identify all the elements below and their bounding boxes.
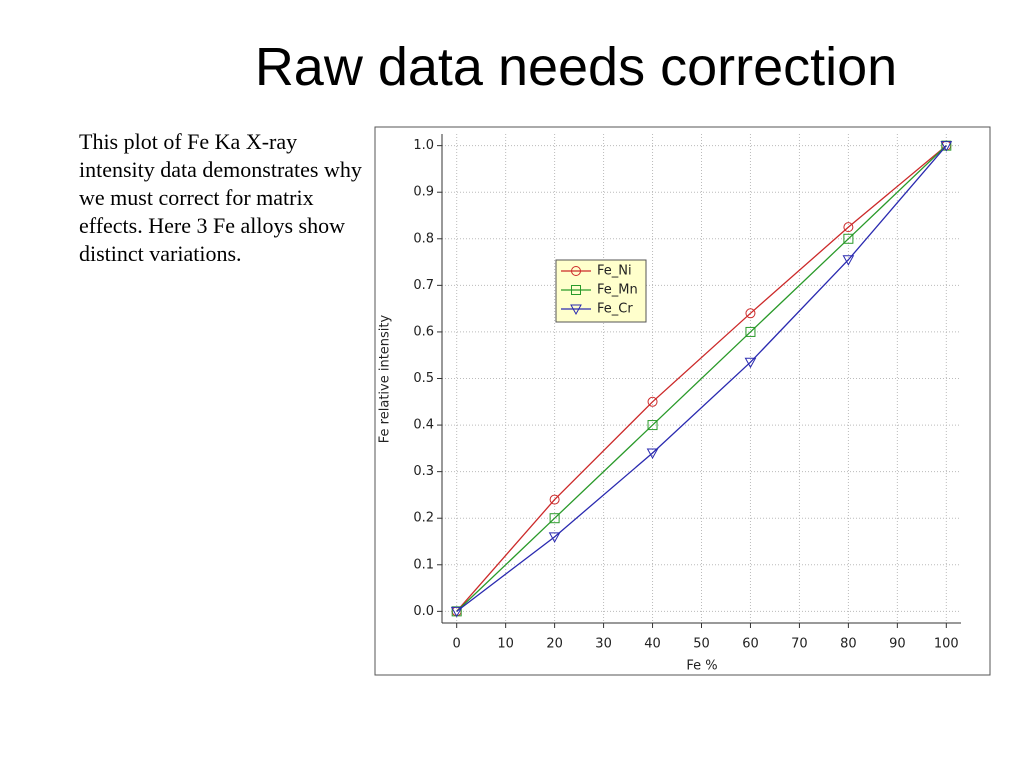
y-tick-label: 1.0 [413, 138, 434, 153]
x-tick-label: 90 [889, 637, 906, 652]
y-tick-label: 0.4 [413, 418, 434, 433]
x-tick-label: 30 [595, 637, 612, 652]
series-line [456, 145, 947, 612]
point [745, 308, 756, 319]
x-tick-label: 10 [497, 637, 514, 652]
point [647, 396, 658, 407]
chart-frame [374, 126, 991, 676]
point [571, 266, 581, 276]
y-tick-label: 0.1 [413, 557, 434, 572]
x-tick-label: 80 [840, 637, 857, 652]
point [843, 233, 854, 244]
y-tick-label: 0.0 [413, 604, 434, 619]
series-line [456, 145, 947, 612]
point [450, 606, 463, 618]
point [548, 532, 561, 543]
point [571, 285, 581, 295]
legend-label: Fe_Ni [597, 264, 632, 279]
point [549, 513, 560, 524]
legend-label: Fe_Cr [597, 302, 633, 317]
x-tick-label: 0 [453, 637, 461, 652]
series-line [456, 145, 947, 612]
y-tick-label: 0.5 [413, 371, 434, 386]
x-tick-label: 20 [546, 637, 563, 652]
y-tick-label: 0.9 [413, 185, 434, 200]
y-tick-label: 0.8 [413, 231, 434, 246]
y-tick-label: 0.7 [413, 278, 434, 293]
point [744, 357, 757, 369]
slide-title: Raw data needs correction [254, 37, 898, 97]
legend-label: Fe_Mn [597, 283, 638, 298]
point [549, 494, 560, 505]
slide-text: This plot of Fe Ka X-ray intensity data … [79, 129, 362, 266]
y-tick-label: 0.2 [413, 511, 434, 526]
point [647, 420, 658, 431]
point [745, 326, 756, 337]
x-tick-label: 70 [791, 637, 808, 652]
x-axis-label: Fe % [686, 659, 717, 674]
point [842, 255, 855, 266]
point [843, 222, 854, 233]
x-tick-label: 60 [742, 637, 759, 652]
y-axis-label: Fe relative intensity [378, 314, 393, 443]
point [570, 304, 582, 316]
point [646, 448, 659, 460]
point [940, 141, 953, 152]
x-tick-label: 50 [693, 637, 710, 652]
x-tick-label: 100 [934, 637, 959, 652]
x-tick-label: 40 [644, 637, 661, 652]
y-tick-label: 0.3 [413, 464, 434, 479]
y-tick-label: 0.6 [413, 324, 434, 339]
